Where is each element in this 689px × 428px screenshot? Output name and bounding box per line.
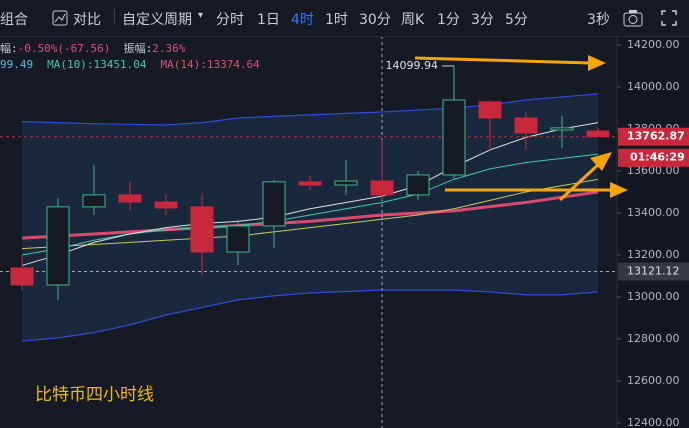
band-line (21, 289, 599, 342)
combo-button[interactable]: 组合 (0, 12, 28, 28)
band-line (21, 93, 599, 126)
candles: 14099.94 (10, 59, 610, 300)
separator: | (112, 8, 117, 24)
plot-bg (0, 0, 617, 428)
period-button[interactable]: 4时 (291, 12, 314, 28)
ma-lines (0, 36, 617, 428)
y-tick-label: 14200.00 (627, 38, 680, 51)
candle-body (514, 117, 538, 134)
candle-body (478, 101, 502, 119)
ma-row: 99.49 MA(10):13451.04 MA(14):13374.64 (0, 58, 274, 76)
period-button[interactable]: 30分 (359, 12, 391, 28)
ma-line (21, 178, 599, 250)
refresh[interactable]: 3秒 (587, 12, 610, 28)
candle-body (298, 181, 322, 186)
arrow-head (588, 55, 606, 71)
crosshair-badge (618, 262, 689, 281)
arrow-head (610, 182, 628, 198)
y-tick-label: 12400.00 (627, 416, 680, 428)
candle-body (46, 206, 70, 286)
amplitude-value: 2.36% (152, 42, 186, 55)
change-label: 幅: (0, 42, 18, 55)
period-button[interactable]: 3分 (471, 12, 494, 28)
period-button[interactable]: 周K (401, 12, 425, 28)
info-row: 幅:-0.50%(-67.56) 振幅:2.36% (0, 40, 274, 58)
candle-body (586, 130, 610, 138)
info: 幅:-0.50%(-67.56) 振幅:2.36% 99.49 MA(10):13… (0, 40, 274, 76)
candle-body (370, 180, 394, 196)
ma-label: 99.49 (0, 58, 34, 71)
candle-body (262, 181, 286, 227)
y-tick-label: 13000.00 (627, 290, 680, 303)
candle-body (10, 267, 34, 286)
compare-icon (52, 10, 68, 26)
ma-line (21, 153, 599, 256)
ma-label: MA(14):13374.64 (160, 58, 260, 71)
arrow (558, 161, 602, 202)
last-price-label: 13762.87 (627, 130, 685, 143)
caret: ▾ (198, 10, 204, 21)
high-label: 14099.94 (386, 59, 439, 72)
fullscreen-icon[interactable] (661, 10, 677, 26)
compare-button[interactable]: 对比 (73, 12, 101, 28)
ma-line (21, 190, 599, 240)
y-tick-label: 12600.00 (627, 374, 680, 387)
countdown-badge (618, 148, 689, 167)
y-tick-label: 13400.00 (627, 206, 680, 219)
y-axis: 12400.00 12600.00 12800.00 13000.00 13200.00… (617, 38, 689, 428)
y-tick-label: 12800.00 (627, 332, 680, 345)
ma-line (21, 122, 599, 266)
candle-body (334, 180, 358, 186)
period-button[interactable]: 1日 (257, 12, 280, 28)
candle-body (154, 201, 178, 209)
annotation: 比特币四小时线 (35, 385, 154, 405)
candle-body (442, 99, 466, 176)
camera-icon[interactable] (623, 9, 643, 27)
period-button[interactable]: 5分 (505, 12, 528, 28)
custom-period[interactable]: 自定义周期 (122, 12, 192, 28)
candle-body (226, 225, 250, 253)
change-value: -0.50%(-67.56) (17, 42, 111, 55)
period-button[interactable]: 1时 (325, 12, 348, 28)
toolbar: 组合 对比 | 自定义周期 ▾ 分时 1日 4时 1时 30分 周K 1分 3分 5分 3秒 (0, 0, 689, 37)
y-tick-label: 14000.00 (627, 80, 680, 93)
candle-body (190, 206, 214, 253)
countdown: 01:46:29 (630, 151, 685, 164)
period-button[interactable]: 1分 (437, 12, 460, 28)
period-button[interactable]: 分时 (216, 12, 244, 28)
candle-body (406, 174, 430, 196)
crosshair-label: 13121.12 (627, 265, 680, 278)
amplitude-label: 振幅: (123, 42, 153, 55)
arrows (414, 55, 628, 202)
arrow-head (590, 152, 612, 171)
candle-body (550, 127, 574, 131)
ma-label: MA(10):13451.04 (47, 58, 147, 71)
y-tick-label: 13600.00 (627, 164, 680, 177)
candle-body (118, 194, 142, 203)
candle-body (82, 194, 106, 208)
y-tick-label: 13200.00 (627, 248, 680, 261)
last-price-badge (618, 127, 689, 146)
arrow (414, 56, 591, 65)
